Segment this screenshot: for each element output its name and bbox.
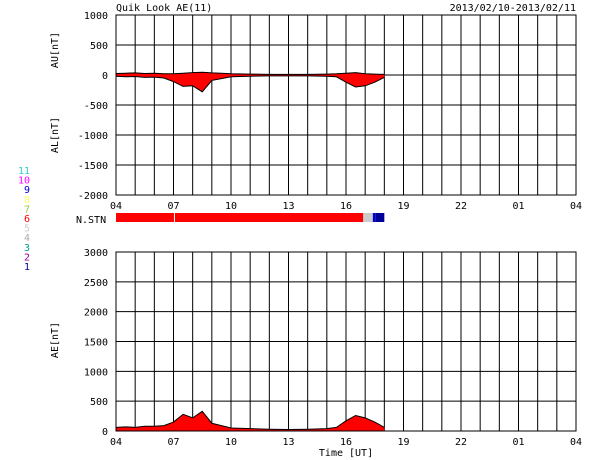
y-tick-label: 0 [102,71,108,82]
station-bar-segment [116,213,364,222]
x-tick-label: 04 [110,201,122,212]
y-axis-label-ae: AE[nT] [50,322,61,358]
x-tick-label: 10 [225,201,237,212]
station-bar-segment [363,213,373,222]
x-tick-label: 01 [512,437,524,448]
x-tick-label: 07 [167,201,179,212]
x-tick-label: 07 [167,437,179,448]
x-tick-label: 04 [570,201,582,212]
x-tick-label: 22 [455,201,467,212]
y-tick-label: -2000 [78,191,108,202]
panel-frame [115,251,577,432]
x-tick-label: 01 [512,201,524,212]
station-legend-item: 11 [18,166,30,177]
y-tick-label: -1000 [78,131,108,142]
station-bar-segment [372,213,376,222]
y-axis-label-al: AL[nT] [50,117,61,153]
x-axis-label: Time [UT] [319,448,373,459]
y-tick-label: 1000 [84,11,108,22]
y-tick-label: 2000 [84,308,108,319]
y-tick-label: 500 [90,41,108,52]
x-tick-label: 13 [282,437,294,448]
station-legend-item: 1 [24,262,30,273]
y-tick-label: 500 [90,397,108,408]
x-tick-label: 19 [397,437,409,448]
station-legend-item: 4 [24,233,30,244]
date-range: 2013/02/10-2013/02/11 [450,3,576,14]
y-tick-label: 1000 [84,367,108,378]
x-tick-label: 10 [225,437,237,448]
chart-title: Quik Look AE(11) [116,3,212,14]
y-tick-label: 2500 [84,278,108,289]
station-legend-item: 7 [24,204,30,215]
station-legend-item: 10 [18,176,30,187]
x-tick-label: 22 [455,437,467,448]
y-axis-label-au: AU[nT] [50,32,61,68]
station-legend-item: 3 [24,243,30,254]
station-legend-item: 2 [24,252,30,263]
station-bar-segment [375,213,385,222]
y-tick-label: 3000 [84,248,108,259]
panel-frame [115,14,577,196]
series-area-ae [116,411,385,431]
y-tick-label: 1500 [84,338,108,349]
x-tick-label: 13 [282,201,294,212]
y-tick-label: 0 [102,427,108,438]
series-line-au [115,71,385,75]
station-count-bar: N.STN [76,213,385,226]
x-tick-label: 19 [397,201,409,212]
station-bar-label: N.STN [76,215,106,226]
y-tick-label: -500 [84,101,108,112]
station-legend-item: 8 [24,195,30,206]
station-legend-item: 6 [24,214,30,225]
station-legend-item: 9 [24,185,30,196]
station-legend-item: 5 [24,224,30,235]
x-tick-label: 04 [570,437,582,448]
series-line-ae [115,410,385,431]
x-tick-label: 16 [340,437,352,448]
x-tick-label: 04 [110,437,122,448]
y-tick-label: -1500 [78,161,108,172]
series-area-al [116,75,385,92]
x-tick-label: 16 [340,201,352,212]
series-line-al [115,75,385,93]
